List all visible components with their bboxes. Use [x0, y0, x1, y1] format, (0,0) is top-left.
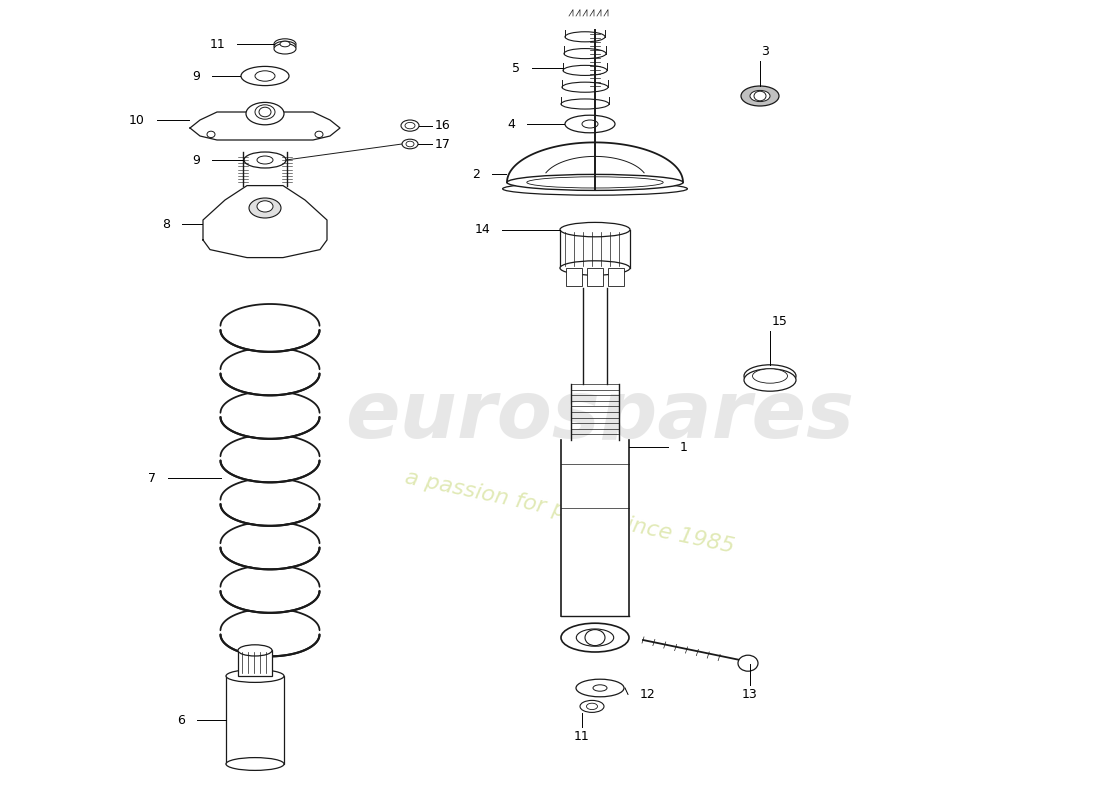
Text: 7: 7 — [147, 471, 155, 485]
Ellipse shape — [274, 38, 296, 50]
Ellipse shape — [226, 758, 284, 770]
Ellipse shape — [741, 86, 779, 106]
Ellipse shape — [274, 43, 296, 54]
Ellipse shape — [220, 483, 319, 525]
Polygon shape — [583, 288, 607, 384]
Text: 3: 3 — [761, 45, 769, 58]
Polygon shape — [204, 186, 327, 258]
Ellipse shape — [220, 397, 319, 438]
Polygon shape — [190, 112, 340, 140]
Text: 11: 11 — [574, 730, 590, 743]
Ellipse shape — [576, 679, 624, 697]
Ellipse shape — [255, 70, 275, 82]
Circle shape — [585, 630, 605, 646]
Text: 14: 14 — [474, 223, 490, 236]
Ellipse shape — [562, 82, 608, 92]
Bar — [566, 268, 582, 286]
Ellipse shape — [405, 122, 415, 129]
Ellipse shape — [563, 66, 607, 75]
Text: 8: 8 — [162, 218, 170, 230]
Text: 10: 10 — [129, 114, 145, 126]
Polygon shape — [561, 440, 629, 616]
Text: 11: 11 — [209, 38, 226, 50]
Text: 9: 9 — [192, 154, 200, 166]
Ellipse shape — [220, 353, 319, 394]
Ellipse shape — [580, 701, 604, 712]
Ellipse shape — [406, 141, 414, 146]
Ellipse shape — [561, 623, 629, 652]
Ellipse shape — [255, 105, 275, 119]
Text: a passion for parts since 1985: a passion for parts since 1985 — [404, 467, 737, 557]
Ellipse shape — [582, 120, 598, 128]
Polygon shape — [507, 142, 683, 182]
Ellipse shape — [226, 239, 305, 257]
Ellipse shape — [560, 222, 630, 237]
Ellipse shape — [586, 703, 597, 710]
Ellipse shape — [744, 369, 796, 391]
Bar — [608, 268, 624, 286]
Text: 16: 16 — [434, 119, 451, 132]
Text: 6: 6 — [177, 714, 185, 726]
Ellipse shape — [503, 182, 688, 195]
Circle shape — [258, 107, 271, 117]
Ellipse shape — [220, 310, 319, 350]
Ellipse shape — [241, 66, 289, 86]
Ellipse shape — [752, 369, 788, 383]
Ellipse shape — [593, 685, 607, 691]
Ellipse shape — [507, 174, 683, 190]
Ellipse shape — [564, 49, 606, 58]
Ellipse shape — [257, 156, 273, 164]
Bar — [226, 676, 284, 764]
Ellipse shape — [238, 645, 272, 656]
Ellipse shape — [527, 177, 663, 188]
Ellipse shape — [402, 139, 418, 149]
Bar — [238, 650, 272, 676]
Text: 5: 5 — [512, 62, 520, 74]
Ellipse shape — [576, 629, 614, 646]
Ellipse shape — [744, 365, 796, 387]
Ellipse shape — [560, 261, 630, 275]
Text: 15: 15 — [772, 315, 788, 328]
Text: eurospares: eurospares — [345, 377, 855, 455]
Text: 4: 4 — [507, 118, 515, 130]
Circle shape — [315, 131, 323, 138]
Circle shape — [754, 91, 766, 101]
Polygon shape — [560, 230, 630, 268]
Ellipse shape — [220, 570, 319, 612]
Circle shape — [207, 131, 215, 138]
Text: 2: 2 — [472, 168, 480, 181]
Bar — [587, 268, 603, 286]
Ellipse shape — [561, 99, 609, 109]
Ellipse shape — [246, 102, 284, 125]
Ellipse shape — [220, 614, 319, 655]
Ellipse shape — [257, 201, 273, 212]
Ellipse shape — [226, 670, 284, 682]
Ellipse shape — [244, 152, 286, 168]
Ellipse shape — [274, 41, 296, 52]
Ellipse shape — [280, 41, 290, 46]
Ellipse shape — [750, 90, 770, 102]
Ellipse shape — [249, 198, 280, 218]
Ellipse shape — [565, 115, 615, 133]
Text: 9: 9 — [192, 70, 200, 82]
Text: 12: 12 — [640, 688, 656, 701]
Ellipse shape — [565, 32, 605, 42]
Text: 1: 1 — [680, 441, 688, 454]
Ellipse shape — [220, 440, 319, 482]
Circle shape — [738, 655, 758, 671]
Text: 17: 17 — [434, 138, 451, 150]
Ellipse shape — [402, 120, 419, 131]
Ellipse shape — [220, 527, 319, 568]
Text: 13: 13 — [742, 688, 758, 701]
